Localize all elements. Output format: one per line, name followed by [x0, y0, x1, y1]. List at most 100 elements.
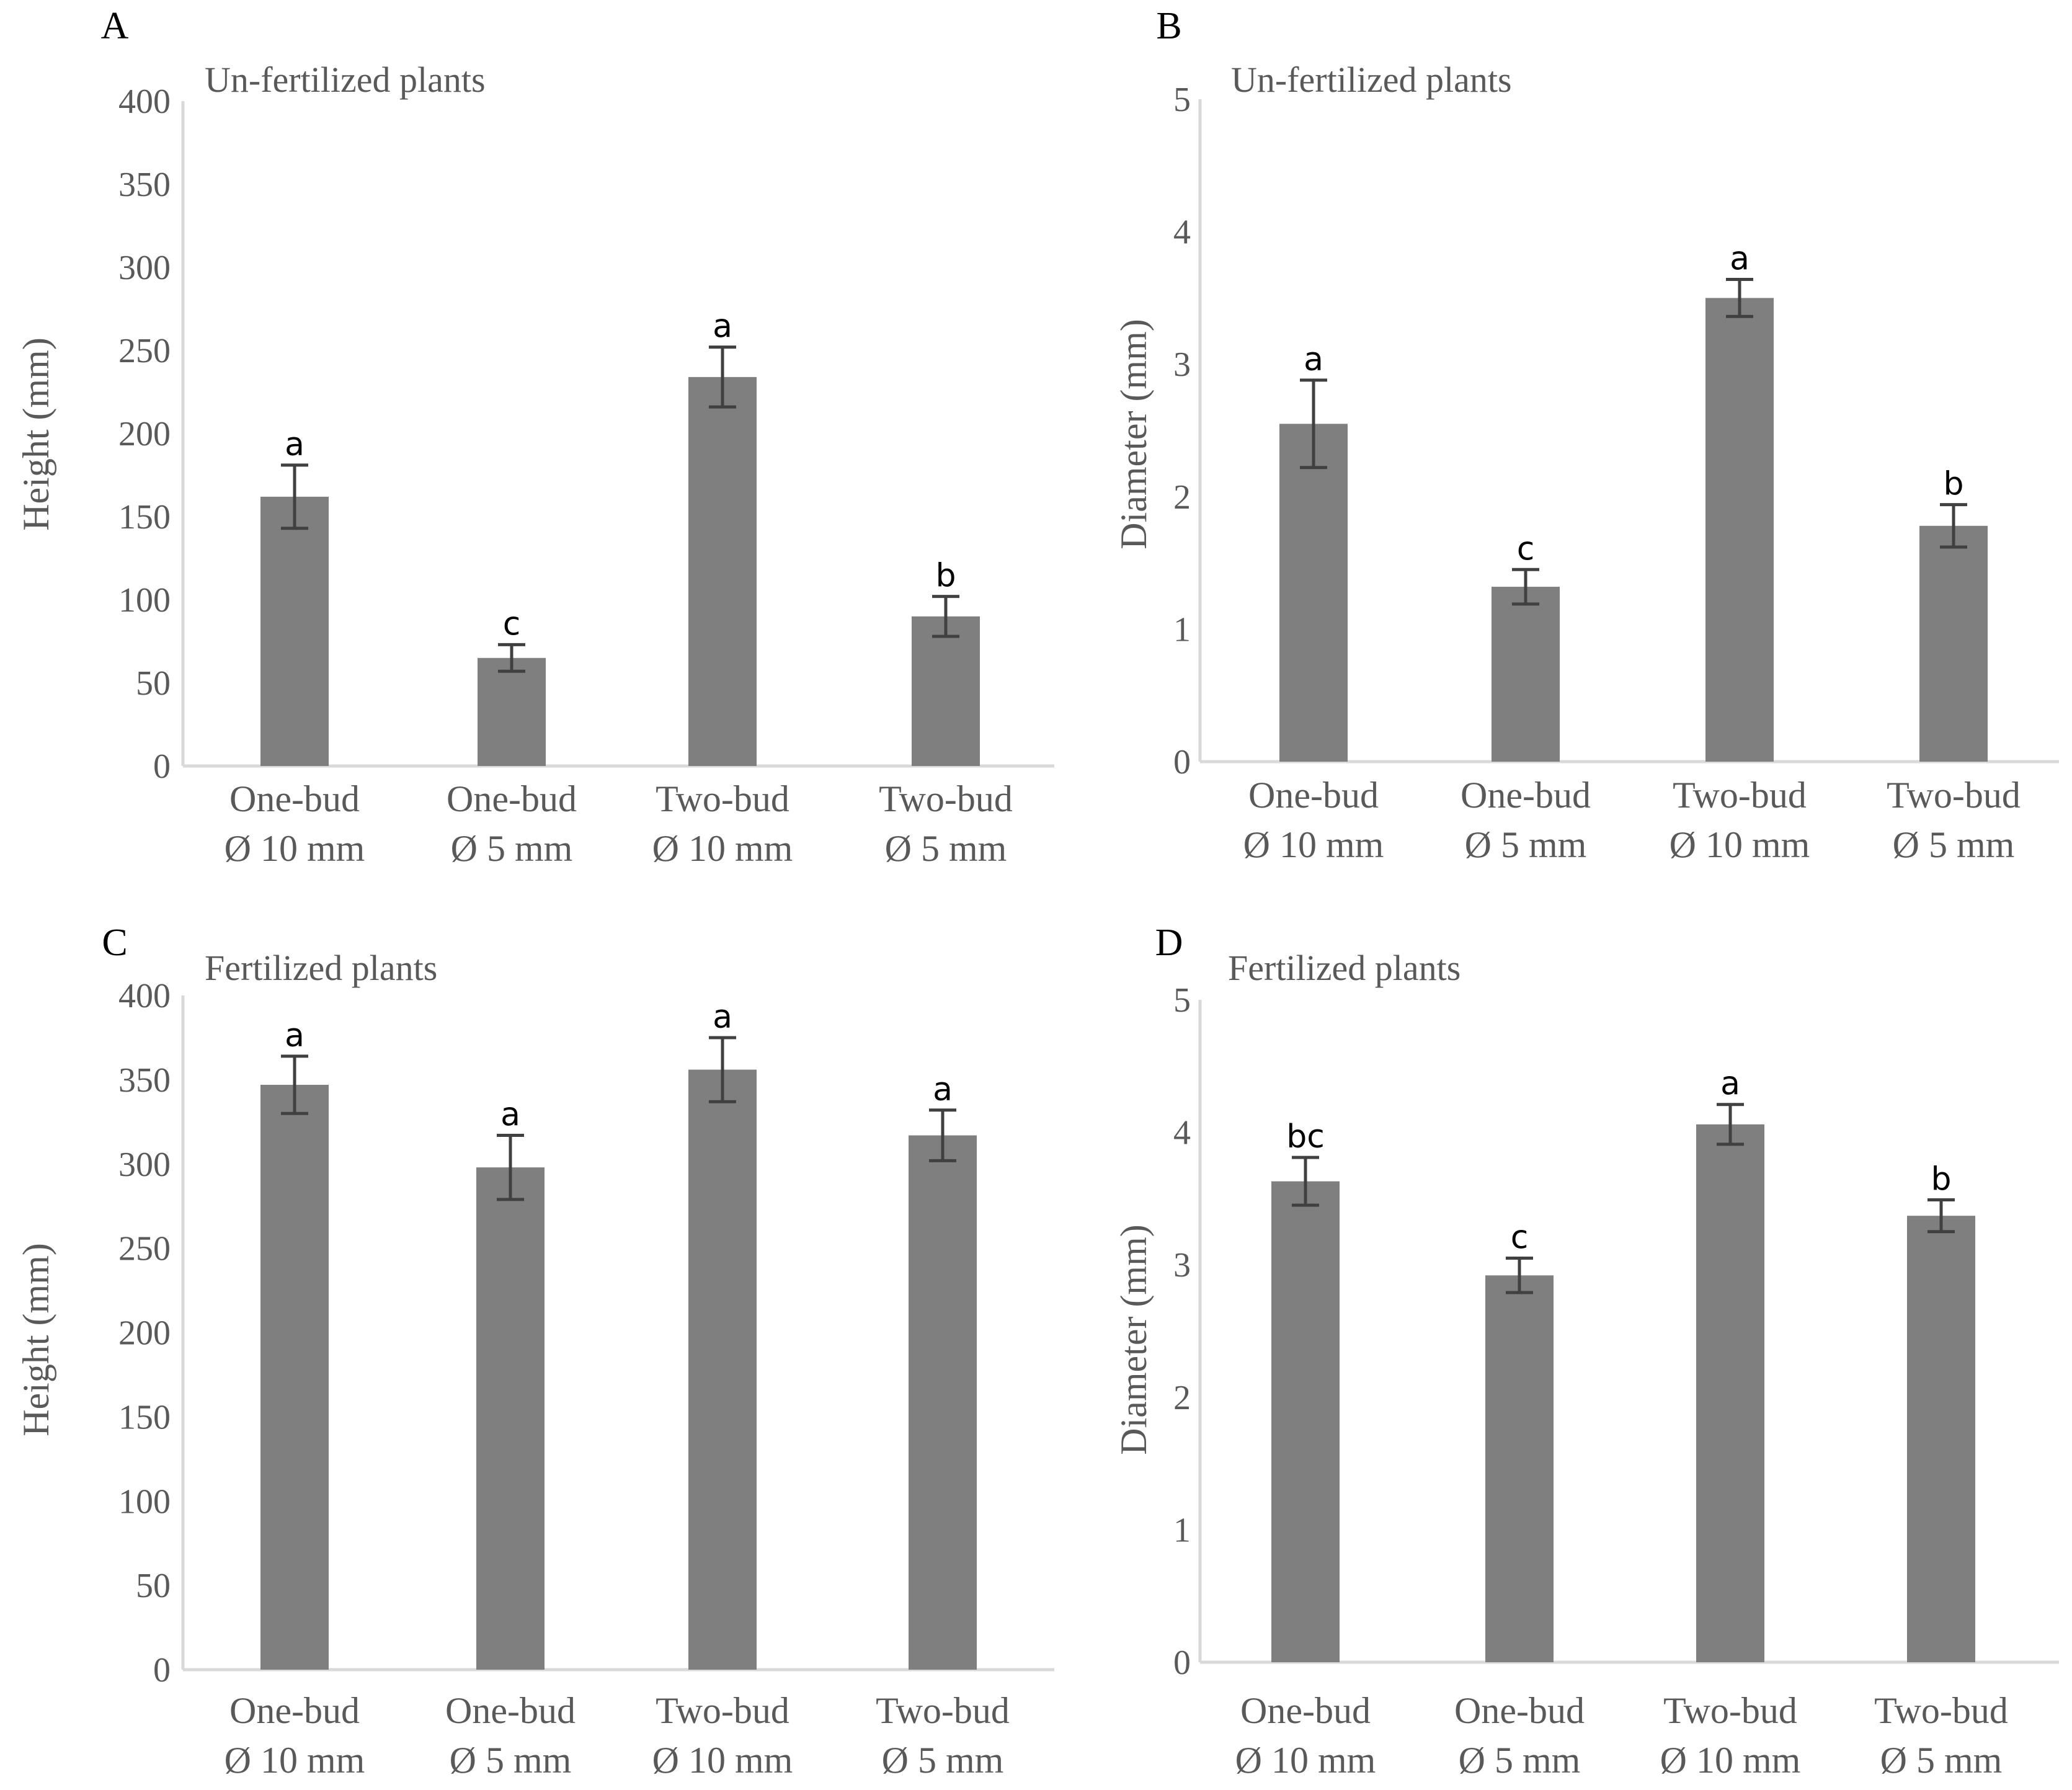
- x-tick-label-c-3-line2: Ø 10 mm: [652, 1740, 793, 1781]
- error-bar-d-3: [1717, 1103, 1744, 1146]
- bar-a-2: [478, 657, 546, 766]
- x-tick-label-b-1-line2: Ø 10 mm: [1243, 824, 1384, 865]
- x-tick-label-c-3-line1: Two-bud: [656, 1690, 789, 1731]
- chart-title-b: Un-fertilized plants: [1231, 60, 1512, 100]
- significance-label-a-2: c: [503, 605, 521, 643]
- y-tick-label: 1: [1173, 1511, 1191, 1549]
- significance-label-c-3: a: [713, 999, 732, 1036]
- x-tick-label-c-4-line2: Ø 5 mm: [882, 1740, 1004, 1781]
- error-bar-b-4: [1940, 503, 1967, 549]
- error-bar-b-2: [1512, 568, 1539, 606]
- bar-b-4: [1919, 525, 1988, 762]
- y-tick-label: 5: [1173, 81, 1191, 119]
- y-axis-label-c: Height (mm): [16, 1243, 56, 1436]
- x-tick-label-d-4-line1: Two-bud: [1874, 1690, 2008, 1731]
- y-tick-label: 400: [118, 82, 171, 121]
- significance-label-d-3: a: [1720, 1066, 1740, 1103]
- chart-panel-a: A Un-fertilized plants Height (mm) 0 50 100 15…: [16, 5, 1054, 869]
- y-tick-label: 350: [118, 1061, 171, 1100]
- x-tick-label-a-4-line2: Ø 5 mm: [885, 828, 1007, 869]
- significance-label-d-4: b: [1931, 1161, 1951, 1198]
- y-tick-label: 0: [1173, 743, 1191, 781]
- panel-letter-b: B: [1156, 5, 1181, 47]
- error-bar-a-1: [281, 463, 308, 530]
- error-bar-c-1: [281, 1054, 308, 1115]
- significance-label-b-4: b: [1943, 466, 1963, 503]
- x-tick-label-b-4-line2: Ø 5 mm: [1893, 824, 2015, 865]
- x-tick-label-b-4-line1: Two-bud: [1887, 775, 2021, 816]
- y-axis-label-d: Diameter (mm): [1113, 1224, 1154, 1455]
- y-axis-label-a: Height (mm): [16, 337, 56, 531]
- bar-a-4: [912, 616, 980, 766]
- panel-letter-c: C: [102, 922, 127, 964]
- x-tick-label-a-2-line1: One-bud: [447, 778, 577, 819]
- x-tick-label-d-3-line1: Two-bud: [1663, 1690, 1797, 1731]
- significance-label-a-1: a: [285, 426, 305, 463]
- significance-label-d-1: bc: [1286, 1118, 1325, 1155]
- bar-d-3: [1696, 1124, 1764, 1662]
- y-tick-label: 100: [118, 581, 171, 620]
- x-tick-label-b-3-line1: Two-bud: [1673, 775, 1807, 816]
- bar-c-2: [476, 1167, 545, 1670]
- y-tick-label: 200: [118, 1314, 171, 1353]
- error-bar-c-3: [709, 1036, 736, 1103]
- y-tick-label: 50: [136, 1567, 171, 1605]
- error-bar-b-3: [1726, 277, 1753, 318]
- y-tick-label: 200: [118, 415, 171, 453]
- x-tick-label-c-1-line2: Ø 10 mm: [225, 1740, 365, 1781]
- y-tick-label: 300: [118, 1146, 171, 1184]
- panel-letter-a: A: [101, 5, 129, 47]
- y-tick-label: 2: [1173, 1379, 1191, 1417]
- y-tick-label: 3: [1173, 345, 1191, 384]
- x-tick-label-a-2-line2: Ø 5 mm: [451, 828, 573, 869]
- y-tick-label: 400: [118, 977, 171, 1015]
- y-tick-label: 250: [118, 1230, 171, 1268]
- y-tick-label: 250: [118, 332, 171, 370]
- y-tick-label: 150: [118, 1398, 171, 1436]
- x-tick-label-d-3-line2: Ø 10 mm: [1660, 1740, 1801, 1781]
- x-tick-label-d-2-line2: Ø 5 mm: [1459, 1740, 1581, 1781]
- significance-label-a-3: a: [713, 308, 732, 345]
- x-tick-label-d-1-line2: Ø 10 mm: [1235, 1740, 1376, 1781]
- error-bar-a-2: [498, 643, 525, 673]
- error-bar-c-4: [929, 1108, 956, 1162]
- significance-label-b-3: a: [1730, 240, 1750, 277]
- error-bar-d-1: [1292, 1155, 1319, 1207]
- significance-label-a-4: b: [935, 558, 956, 595]
- x-tick-label-d-4-line2: Ø 5 mm: [1880, 1740, 2003, 1781]
- x-tick-label-b-2-line1: One-bud: [1461, 775, 1591, 816]
- x-tick-label-a-3-line2: Ø 10 mm: [652, 828, 793, 869]
- y-tick-label: 0: [153, 1651, 171, 1690]
- y-tick-label: 100: [118, 1482, 171, 1521]
- bar-c-1: [260, 1085, 329, 1670]
- bar-a-3: [688, 376, 757, 766]
- chart-panel-b: B Un-fertilized plants Diameter (mm) 0 1 2 3 4 5…: [1113, 5, 2059, 865]
- y-tick-label: 0: [1173, 1644, 1191, 1682]
- x-tick-label-b-3-line2: Ø 10 mm: [1670, 824, 1810, 865]
- y-tick-label: 1: [1173, 610, 1191, 649]
- bar-d-4: [1907, 1216, 1975, 1662]
- y-tick-label: 4: [1173, 1114, 1191, 1152]
- x-tick-label-a-1-line1: One-bud: [229, 778, 360, 819]
- significance-label-c-4: a: [933, 1071, 953, 1108]
- error-bar-a-3: [709, 345, 736, 409]
- chart-title-c: Fertilized plants: [205, 948, 437, 988]
- bar-c-3: [688, 1069, 757, 1670]
- x-tick-label-b-2-line2: Ø 5 mm: [1465, 824, 1587, 865]
- y-tick-label: 3: [1173, 1246, 1191, 1285]
- x-tick-label-c-2-line2: Ø 5 mm: [450, 1740, 572, 1781]
- chart-panel-c: C Fertilized plants Height (mm) 0 50 100 150 20…: [16, 922, 1054, 1781]
- chart-title-a: Un-fertilized plants: [205, 60, 486, 100]
- x-tick-label-b-1-line1: One-bud: [1248, 775, 1379, 816]
- y-axis-label-b: Diameter (mm): [1113, 319, 1154, 550]
- x-tick-label-a-4-line1: Two-bud: [879, 778, 1013, 819]
- significance-label-b-2: c: [1517, 530, 1535, 568]
- panel-letter-d: D: [1155, 922, 1183, 964]
- y-tick-label: 350: [118, 166, 171, 204]
- bar-b-2: [1492, 587, 1560, 762]
- y-tick-label: 150: [118, 498, 171, 537]
- y-tick-label: 0: [153, 747, 171, 786]
